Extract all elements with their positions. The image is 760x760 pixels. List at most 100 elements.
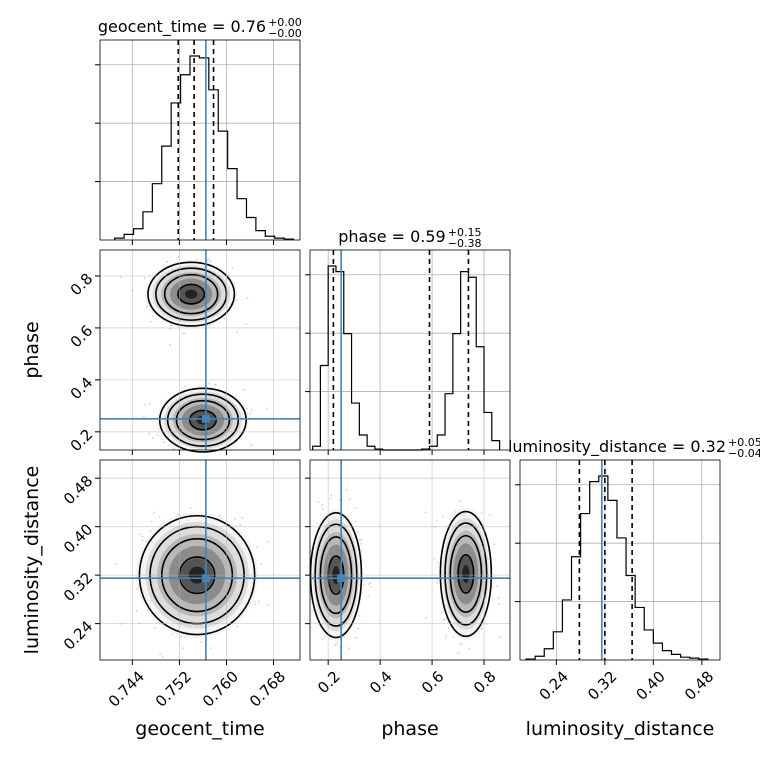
ytick-label-luminosity_distance-3: 0.48 (60, 472, 96, 508)
xlabel-geocent_time: geocent_time (135, 718, 264, 740)
sample-point (457, 652, 460, 654)
sample-point (354, 520, 357, 523)
ytick-label-phase-2: 0.6 (67, 322, 97, 352)
sample-point (150, 520, 153, 523)
contour-1 (444, 522, 488, 626)
panel-geocent_time-phase (95, 249, 301, 455)
title-plus: +0.00 (268, 16, 302, 29)
panel-geocent_time-luminosity_distance (95, 459, 301, 665)
sample-point (435, 519, 438, 522)
sample-point (360, 539, 363, 542)
sample-point (367, 595, 370, 598)
sample-point (209, 647, 212, 650)
sample-point (169, 324, 172, 327)
title-minus: −0.04 (728, 447, 760, 460)
sample-point (458, 500, 461, 503)
sample-point (214, 453, 216, 455)
xtick-label-geocent_time-0: 0.744 (105, 668, 148, 711)
sample-point (231, 267, 234, 270)
sample-point (168, 450, 170, 452)
sample-point (177, 255, 180, 258)
sample-point (141, 539, 144, 542)
sample-point (498, 603, 501, 606)
xtick-label-luminosity_distance-0: 0.24 (536, 668, 572, 704)
contour-0 (158, 387, 247, 453)
sample-point (424, 511, 427, 514)
sample-point (266, 604, 269, 606)
xtick-label-geocent_time-1: 0.752 (152, 668, 195, 711)
sample-point (157, 433, 159, 436)
density-phase-luminosity_distance (304, 489, 501, 654)
sample-point (239, 524, 242, 526)
sample-point (330, 494, 332, 497)
sample-point (256, 546, 259, 549)
sample-point (149, 530, 152, 533)
sample-point (260, 563, 262, 566)
sample-point (208, 382, 211, 385)
xtick-label-luminosity_distance-2: 0.40 (633, 668, 669, 704)
xtick-label-phase-1: 0.4 (366, 668, 396, 698)
sample-point (184, 385, 187, 388)
sample-point (436, 581, 439, 584)
title-plus: +0.15 (448, 226, 482, 239)
sample-point (311, 609, 313, 612)
sample-point (358, 614, 361, 617)
sample-point (305, 619, 307, 621)
title-phase: phase = 0.59 +0.15−0.38 (338, 226, 481, 250)
contour-3 (457, 554, 475, 594)
sample-point (338, 498, 341, 501)
sample-point (497, 597, 500, 599)
panels-layer: geocent_time = 0.76 +0.00−0.00 phase = 0.5… (21, 16, 760, 740)
contour-3 (177, 283, 206, 305)
sample-point (447, 627, 450, 630)
sample-point (181, 647, 184, 649)
sample-point (151, 315, 154, 318)
sample-point (135, 588, 138, 590)
ytick-label-phase-0: 0.2 (67, 425, 97, 455)
sample-point (159, 652, 161, 655)
title-main: geocent_time = 0.76 (98, 17, 266, 37)
frame-luminosity_distance (519, 459, 721, 661)
sample-point (304, 592, 306, 594)
sample-point (452, 636, 455, 639)
sample-point (166, 260, 169, 263)
sample-point (304, 573, 306, 575)
density-level-5 (185, 289, 198, 299)
sample-point (468, 647, 471, 650)
frame (99, 459, 301, 661)
sample-point (209, 260, 212, 263)
sample-point (493, 543, 496, 546)
sample-point (329, 497, 332, 500)
title-minus: −0.00 (268, 27, 302, 40)
sample-point (322, 508, 324, 511)
sample-point (437, 561, 440, 564)
ytick-label-luminosity_distance-1: 0.32 (60, 569, 96, 605)
sample-point (203, 455, 205, 457)
sample-point (215, 384, 217, 387)
sample-point (367, 583, 370, 586)
sample-point (172, 447, 175, 450)
sample-point (481, 627, 483, 630)
frame-phase (309, 249, 511, 451)
contour-2 (163, 273, 219, 315)
sample-point (357, 627, 360, 630)
sample-point (149, 320, 152, 323)
sample-point (460, 643, 463, 646)
sample-point (360, 542, 363, 545)
sample-point (151, 436, 154, 439)
sample-point (336, 642, 339, 645)
sample-point (119, 276, 122, 278)
sample-point (354, 507, 357, 509)
sample-point (235, 331, 238, 334)
sample-point (141, 535, 144, 538)
sample-point (246, 297, 249, 300)
sample-point (142, 415, 145, 418)
sample-point (158, 516, 161, 518)
sample-point (250, 444, 253, 447)
xtick-label-phase-2: 0.6 (418, 668, 448, 698)
sample-point (171, 633, 174, 636)
sample-point (170, 324, 173, 327)
xtick-label-geocent_time-3: 0.768 (246, 668, 289, 711)
sample-point (182, 332, 185, 335)
